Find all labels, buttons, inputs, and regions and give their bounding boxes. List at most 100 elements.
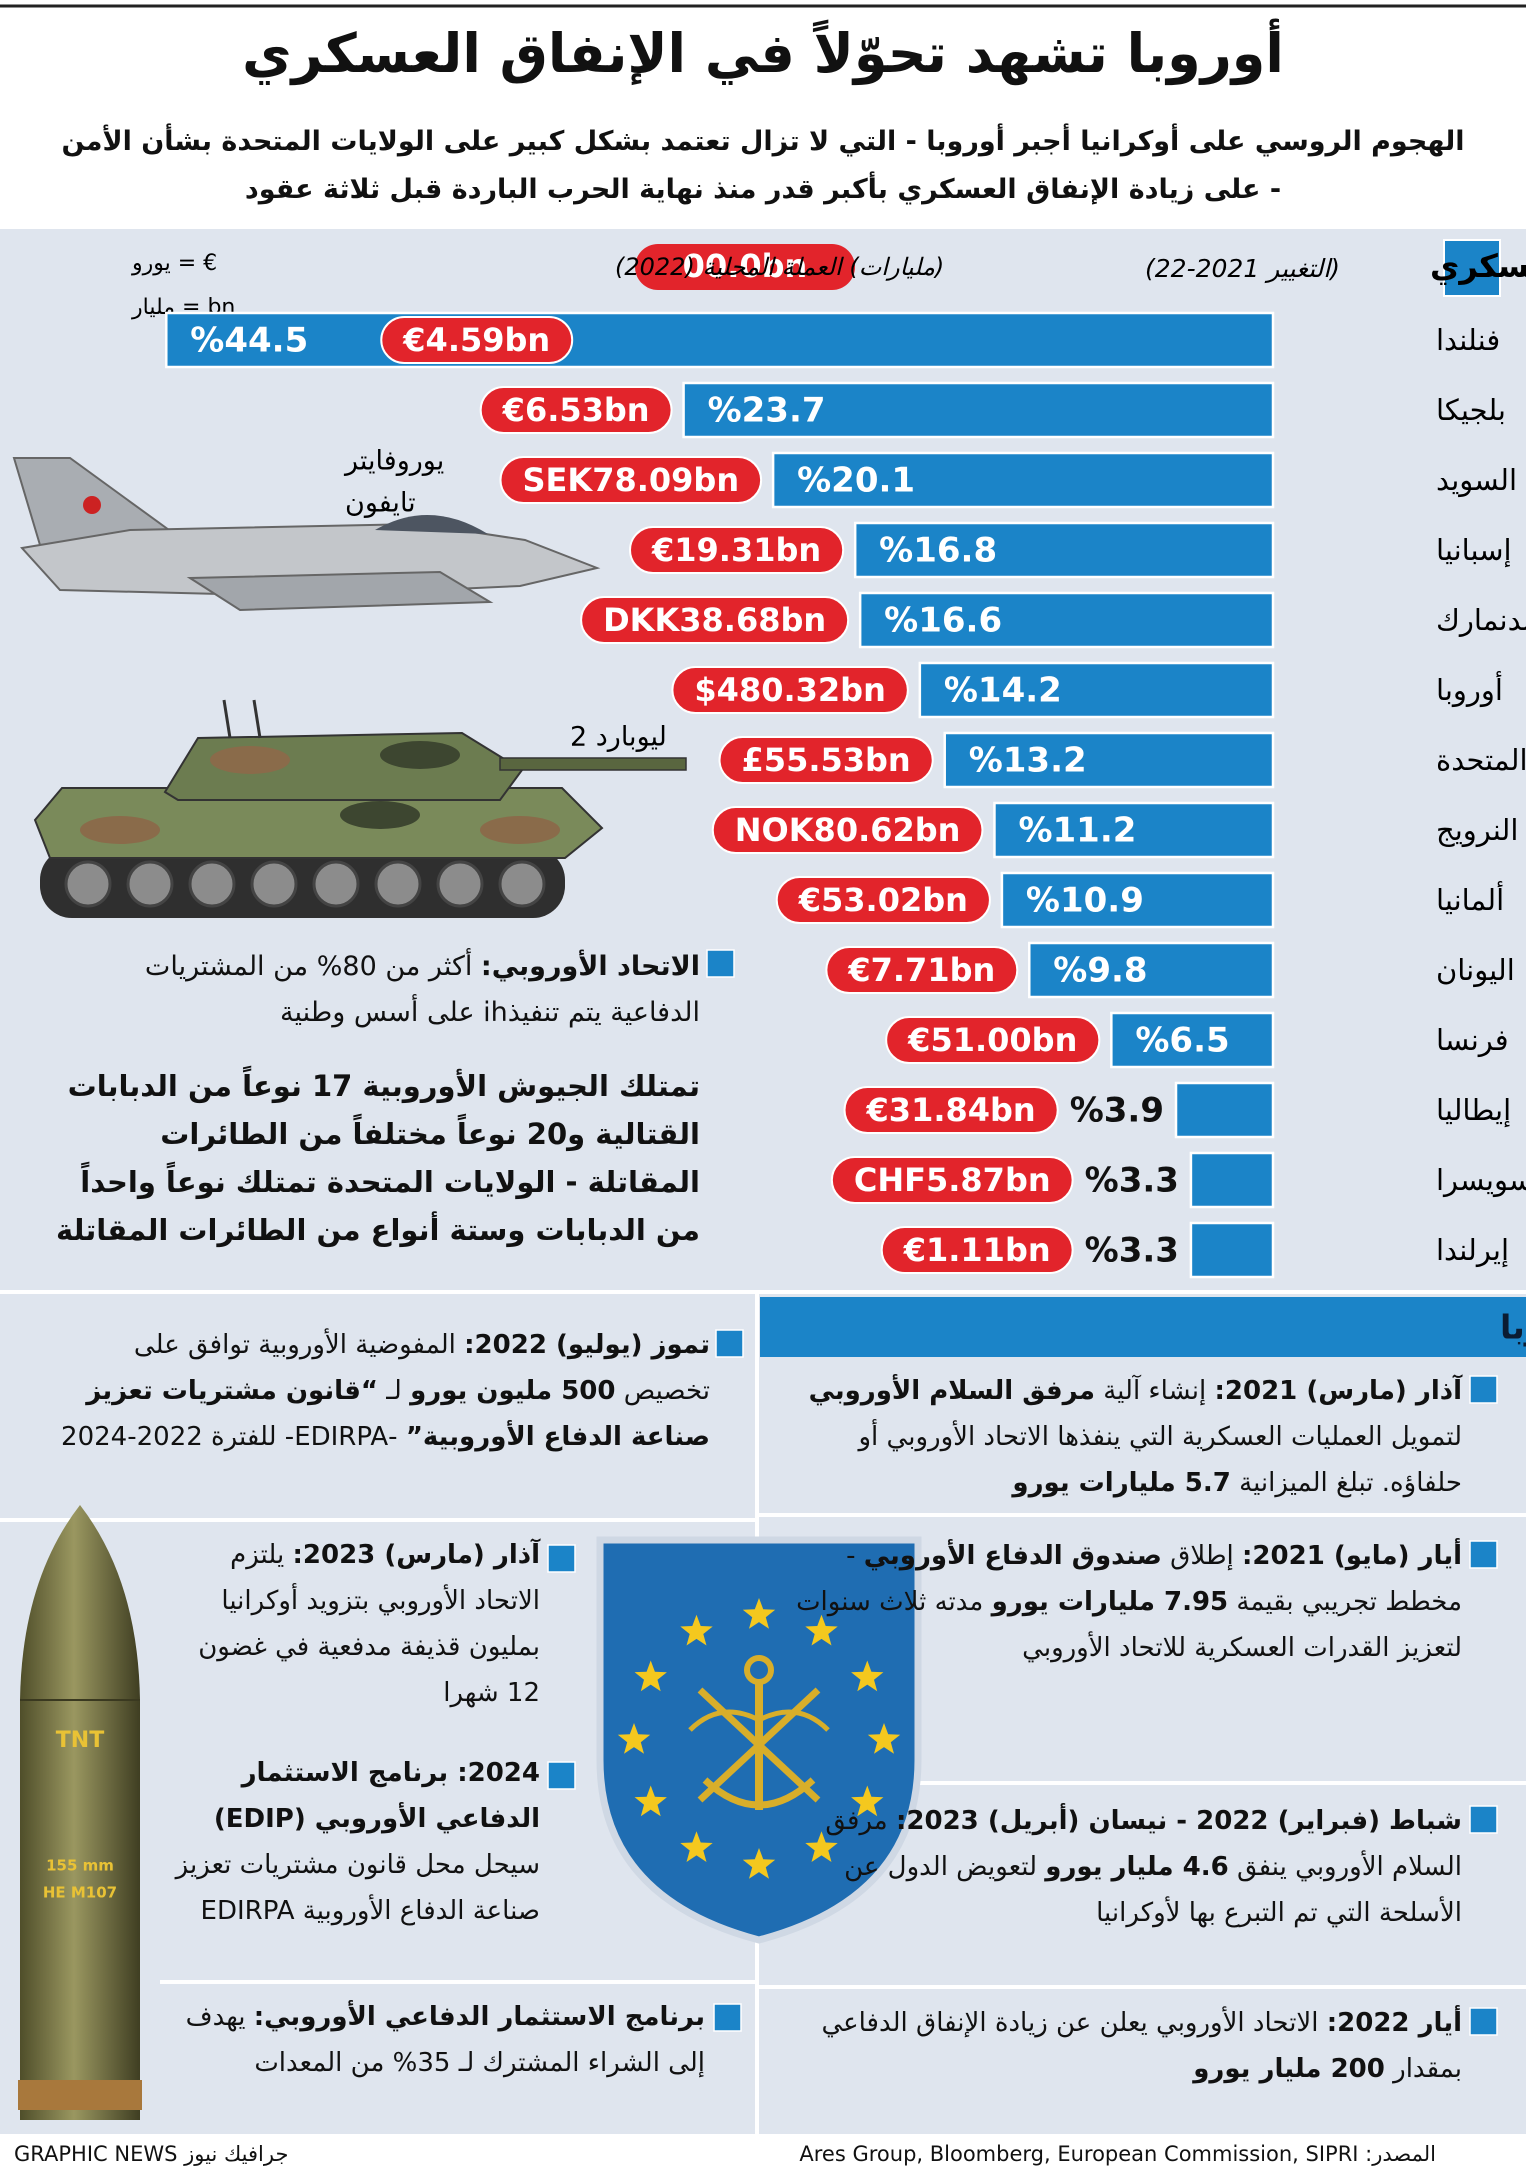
spending-label: $480.32bn [694, 671, 885, 709]
shield-emblem [596, 1536, 922, 1944]
category-label: بلجيكا [1436, 393, 1506, 427]
category-label: أوروبا [1436, 670, 1503, 707]
spending-label: DKK38.68bn [603, 601, 826, 639]
bullet-square [1469, 1540, 1498, 1569]
emblem [702, 1777, 816, 1809]
text-block: 2024: برنامج الاستثمار الدفاعي الأوروبي … [170, 1750, 540, 1934]
text-run: لتعويض الدول عن الأسلحة التي تم التبرع ب… [844, 1852, 1462, 1928]
text-run: -EDIRPA- للفترة 2022-2024 [61, 1422, 406, 1452]
text-run: لتمويل العمليات العسكرية التي ينفذها الا… [858, 1422, 1463, 1498]
spending-pill: €31.84bn [843, 1086, 1059, 1134]
tank-camo [210, 746, 290, 774]
key-note: € = يورو [131, 251, 217, 276]
category-label: ألمانيا [1436, 880, 1504, 917]
category-label: إيطاليا [1436, 1093, 1511, 1128]
emblem [744, 1655, 774, 1685]
text-run: 200 مليار يورو [1193, 2054, 1385, 2084]
jet-illustration [12, 457, 601, 612]
jet-label: يوروفايتر [343, 446, 444, 477]
spending-pill: £55.53bn [718, 736, 934, 784]
shell-nose [20, 1505, 140, 1700]
text-run: الاتحاد الأوروبي: [480, 951, 700, 982]
text-run: يهدف إلى الشراء المشترك لـ 35% من المعدا… [185, 2002, 705, 2078]
bar [1174, 1081, 1275, 1139]
spending-pill: $480.32bn [671, 666, 909, 714]
value-label: %13.2 [969, 741, 1087, 781]
bar [1028, 941, 1275, 999]
value-label: %9.8 [1053, 951, 1147, 991]
emblem [697, 1687, 821, 1803]
pill-shape [775, 876, 991, 924]
text-block: الاتحاد الأوروبي: أكثر من 80% من المشتري… [60, 944, 700, 1036]
bar [853, 521, 1275, 579]
text-block: آذار (مارس) 2023: يلتزم الاتحاد الأوروبي… [170, 1532, 540, 1716]
text-run: تموز (يوليو) 2022: [464, 1330, 710, 1360]
shell-label: TNT [56, 1728, 104, 1753]
tank-wheel [498, 860, 546, 908]
spending-label: €7.71bn [847, 951, 995, 989]
spending-pill: CHF5.87bn [830, 1156, 1074, 1204]
value-label: %44.5 [190, 321, 308, 361]
pill-shape [830, 1156, 1074, 1204]
star [805, 1831, 838, 1862]
text-run: شباط (فبراير) 2022 - نيسان (أبريل) 2023: [895, 1806, 1462, 1836]
bullet-square [547, 1761, 576, 1790]
text-run: مرفق السلام الأوروبي [808, 1376, 1095, 1406]
tank-wheel [126, 860, 174, 908]
spending-pill: €51.00bn [885, 1016, 1101, 1064]
spending-pill: €6.53bn [479, 386, 673, 434]
bullet-square [713, 2003, 742, 2032]
text-run: إنشاء آلية [1094, 1376, 1215, 1406]
spending-pill: NOK80.62bn [711, 806, 984, 854]
star [867, 1723, 901, 1754]
text-run: 4.6 مليار يورو [1045, 1852, 1229, 1882]
tank-wheel [436, 860, 484, 908]
spending-label: CHF5.87bn [854, 1161, 1051, 1199]
pill-shape [580, 596, 850, 644]
spending-label: €51.00bn [907, 1021, 1077, 1059]
star [805, 1614, 838, 1646]
value-label: %6.5 [1135, 1021, 1229, 1061]
text-run: آذار (مارس) 2021: [1214, 1376, 1463, 1406]
text-block: تموز (يوليو) 2022: المفوضية الأوروبية تو… [60, 1322, 710, 1460]
text-run: 5.7 مليارات يورو [1012, 1468, 1231, 1498]
star [742, 1598, 776, 1629]
bullet-square [1469, 1375, 1498, 1404]
spending-label: €1.11bn [903, 1231, 1051, 1269]
value-label: %23.7 [708, 391, 826, 431]
star [851, 1660, 884, 1692]
bar [1189, 1151, 1275, 1209]
text-run: أيار 2022: [1326, 2008, 1462, 2038]
value-label: %10.9 [1026, 881, 1144, 921]
spending-pill: €4.59bn [380, 316, 574, 364]
category-label: النرويج [1436, 813, 1518, 847]
tank-camo [480, 816, 560, 844]
text-run: تمتلك الجيوش الأوروبية 17 نوعاً من الدبا… [55, 1069, 700, 1247]
jet-label: تايفون [345, 488, 416, 519]
pill-shape [479, 386, 673, 434]
bar [918, 661, 1275, 719]
page-title: أوروبا تشهد تحوّلاً في الإنفاق العسكري [242, 22, 1284, 85]
tank-wheel [374, 860, 422, 908]
spending-pill: SEK78.09bn [499, 456, 763, 504]
spending-label: NOK80.62bn [735, 811, 961, 849]
shell-label: HE M107 [43, 1884, 117, 1902]
spending-pill: €53.02bn [775, 876, 991, 924]
jet-roundel [83, 496, 101, 514]
text-run: 500 مليون يورو [410, 1376, 616, 1406]
emblem [688, 1709, 830, 1732]
text-run: لـ [377, 1376, 411, 1406]
pill-shape [718, 736, 934, 784]
tank-camo [380, 741, 460, 769]
text-block: برنامج الاستثمار الدفاعي الأوروبي: يهدف … [165, 1994, 705, 2086]
jet-canopy [375, 514, 488, 534]
text-run: سيحل محل قانون مشتريات تعزيز صناعة الدفا… [175, 1850, 540, 1926]
spending-label: SEK78.09bn [523, 461, 740, 499]
pill-shape [885, 1016, 1101, 1064]
tank-illustration: ليوبارد 2 [33, 699, 687, 918]
tank-label: ليوبارد 2 [570, 722, 667, 753]
bar [858, 591, 1275, 649]
text-run: “قانون مشتريات تعزيز صناعة الدفاع الأورو… [86, 1376, 710, 1452]
value-label: %3.3 [1085, 1161, 1179, 1201]
spending-label: €19.31bn [651, 531, 821, 569]
